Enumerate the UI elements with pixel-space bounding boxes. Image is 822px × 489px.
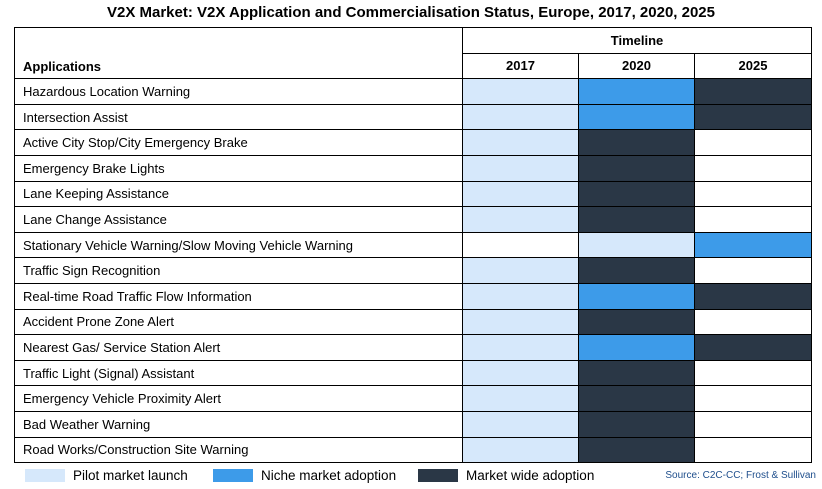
status-cell-2017 [462,334,579,361]
status-cell-2020 [578,385,695,412]
status-cell-2020 [578,154,695,182]
status-cell-2025 [693,385,813,412]
year-header: 2025 [693,52,813,80]
application-name: Traffic Light (Signal) Assistant [14,359,463,387]
status-cell-2025 [693,129,813,156]
applications-header: Applications [14,26,463,80]
status-cell-2025 [693,180,813,208]
table-row: Stationary Vehicle Warning/Slow Moving V… [14,231,813,259]
timeline-header: Timeline [461,27,813,54]
table-row: Nearest Gas/ Service Station Alert [14,334,813,361]
status-table: Applications Timeline 2017 2020 2025 Haz… [14,26,813,464]
table-row: Road Works/Construction Site Warning [14,436,813,464]
status-cell-2020 [578,103,695,131]
status-cell-2025 [693,231,813,259]
table-row: Accident Prone Zone Alert [14,308,813,336]
status-cell-2020 [578,410,695,438]
year-header: 2017 [462,52,579,80]
status-cell-2025 [693,257,813,284]
status-cell-2017 [462,308,579,336]
application-name: Real-time Road Traffic Flow Information [14,282,463,310]
status-cell-2025 [693,436,813,464]
status-cell-2020 [578,129,695,156]
status-cell-2025 [693,103,813,131]
table-row: Emergency Brake Lights [14,154,813,182]
source-note: Source: C2C-CC; Frost & Sullivan [665,470,816,481]
status-cell-2017 [462,359,579,387]
table-body: Hazardous Location Warning Intersection A… [14,78,813,464]
status-cell-2025 [693,282,813,310]
status-cell-2020 [578,180,695,208]
application-name: Emergency Brake Lights [14,154,463,182]
status-cell-2025 [693,334,813,361]
legend: Pilot market launch Niche market adoptio… [0,466,822,486]
status-cell-2017 [462,410,579,438]
table-row: Hazardous Location Warning [14,78,813,105]
status-cell-2020 [578,206,695,233]
table-row: Lane Change Assistance [14,206,813,233]
status-cell-2020 [578,359,695,387]
status-cell-2017 [462,257,579,284]
table-row: Active City Stop/City Emergency Brake [14,129,813,156]
legend-swatch-niche [213,469,253,482]
status-cell-2020 [578,257,695,284]
status-cell-2017 [462,154,579,182]
table-row: Real-time Road Traffic Flow Information [14,282,813,310]
application-name: Stationary Vehicle Warning/Slow Moving V… [14,231,463,259]
chart-title: V2X Market: V2X Application and Commerci… [106,4,715,21]
status-cell-2017 [462,78,579,105]
status-cell-2017 [462,103,579,131]
status-cell-2020 [578,231,695,259]
application-name: Lane Keeping Assistance [14,180,463,208]
table-row: Intersection Assist [14,103,813,131]
status-cell-2020 [578,78,695,105]
status-cell-2025 [693,206,813,233]
status-cell-2020 [578,436,695,464]
status-cell-2025 [693,154,813,182]
status-cell-2020 [578,334,695,361]
status-cell-2017 [462,385,579,412]
status-cell-2025 [693,410,813,438]
status-cell-2025 [693,308,813,336]
application-name: Emergency Vehicle Proximity Alert [14,385,463,412]
table-row: Emergency Vehicle Proximity Alert [14,385,813,412]
legend-label-niche: Niche market adoption [261,468,397,483]
legend-swatch-wide [418,469,458,482]
legend-swatch-pilot [25,469,65,482]
application-name: Lane Change Assistance [14,206,463,233]
legend-label-wide: Market wide adoption [466,468,595,483]
application-name: Intersection Assist [14,103,463,131]
status-cell-2020 [578,282,695,310]
application-name: Traffic Sign Recognition [14,257,463,284]
status-cell-2020 [578,308,695,336]
status-cell-2017 [462,231,579,259]
application-name: Active City Stop/City Emergency Brake [14,129,463,156]
application-name: Hazardous Location Warning [14,78,463,105]
table-row: Traffic Light (Signal) Assistant [14,359,813,387]
application-name: Road Works/Construction Site Warning [14,436,463,464]
application-name: Accident Prone Zone Alert [14,308,463,336]
application-name: Nearest Gas/ Service Station Alert [14,334,463,361]
status-cell-2017 [462,282,579,310]
status-cell-2025 [693,78,813,105]
application-name: Bad Weather Warning [14,410,463,438]
table-row: Lane Keeping Assistance [14,180,813,208]
status-cell-2017 [462,206,579,233]
table-row: Traffic Sign Recognition [14,257,813,284]
legend-label-pilot: Pilot market launch [73,468,188,483]
status-cell-2017 [462,436,579,464]
status-cell-2025 [693,359,813,387]
year-header: 2020 [578,52,695,80]
status-cell-2017 [462,129,579,156]
table-row: Bad Weather Warning [14,410,813,438]
status-cell-2017 [462,180,579,208]
